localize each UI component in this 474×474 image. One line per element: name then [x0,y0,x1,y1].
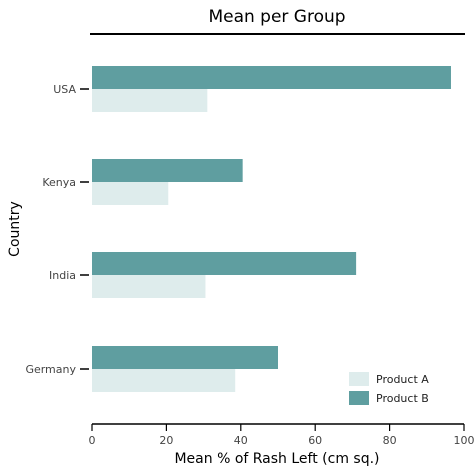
x-tick-label-60: 60 [308,434,322,447]
x-tick-label-40: 40 [234,434,248,447]
legend-label-product-a: Product A [376,373,429,386]
bar-product-b-kenya [92,159,243,182]
legend: Product A Product B [349,372,429,405]
x-axis: 0 20 40 60 80 100 [89,423,474,447]
bar-product-a-kenya [92,182,169,205]
y-axis-label: Country [7,201,23,257]
bars-group [92,66,451,392]
x-tick-label-0: 0 [89,434,96,447]
y-axis: USA Kenya India Germany [25,83,89,376]
chart-title: Mean per Group [208,7,345,27]
bar-product-b-germany [92,346,278,369]
bar-product-a-usa [92,89,208,112]
bar-product-b-india [92,252,357,275]
y-tick-label-usa: USA [53,83,76,96]
x-tick-label-80: 80 [383,434,397,447]
legend-label-product-b: Product B [376,392,429,405]
bar-product-a-germany [92,369,236,392]
x-tick-label-100: 100 [454,434,474,447]
legend-swatch-product-b [349,391,369,405]
x-tick-label-20: 20 [159,434,173,447]
legend-swatch-product-a [349,372,369,386]
y-tick-label-india: India [49,269,76,282]
y-tick-label-germany: Germany [25,363,76,376]
bar-product-b-usa [92,66,451,89]
x-axis-label: Mean % of Rash Left (cm sq.) [174,451,379,467]
y-tick-label-kenya: Kenya [42,176,76,189]
bar-product-a-india [92,275,206,298]
